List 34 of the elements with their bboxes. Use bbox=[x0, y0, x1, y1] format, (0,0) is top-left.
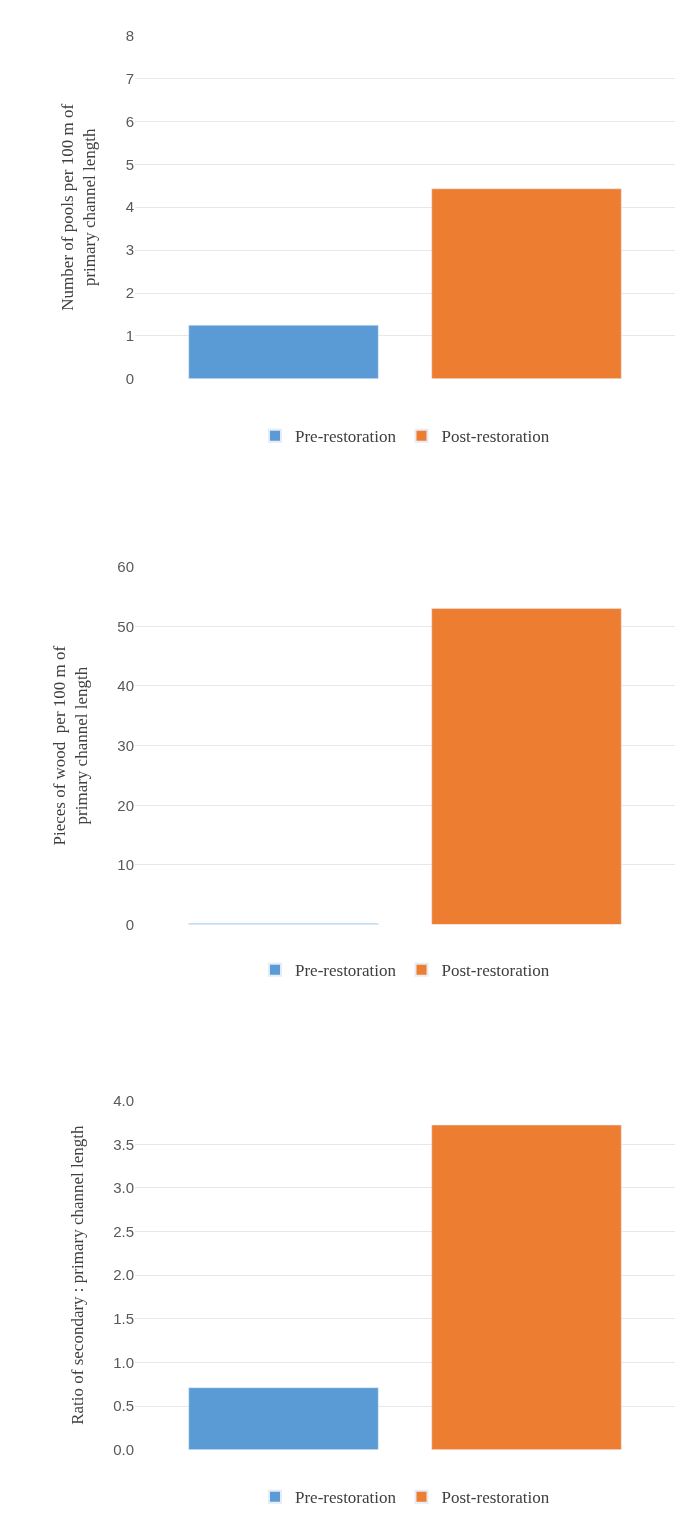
y-axis-title: Number of pools per 100 m of primary channel length bbox=[58, 103, 100, 311]
legend-label: Pre-restoration bbox=[295, 1488, 397, 1508]
y-tick-label: 6 bbox=[125, 112, 134, 130]
y-tick-label: 5 bbox=[125, 155, 134, 173]
y-tick-label: 2.0 bbox=[113, 1266, 134, 1284]
y-tick-label: 7 bbox=[125, 69, 134, 87]
y-tick-label: 0 bbox=[125, 915, 134, 933]
y-tick-label: 1.0 bbox=[113, 1353, 134, 1371]
y-tick-label: 2 bbox=[125, 284, 134, 302]
y-tick-label: 3.5 bbox=[113, 1135, 134, 1153]
legend-label: Post-restoration bbox=[441, 961, 550, 981]
y-tick-label: 0.0 bbox=[113, 1440, 134, 1458]
y-tick-label: 10 bbox=[117, 856, 134, 874]
legend-label: Pre-restoration bbox=[295, 961, 397, 981]
y-tick-label: 1.5 bbox=[113, 1310, 134, 1328]
legend-label: Pre-restoration bbox=[295, 427, 397, 447]
y-tick-label: 4.0 bbox=[113, 1091, 134, 1109]
y-tick-label: 0.5 bbox=[113, 1397, 134, 1415]
y-tick-label: 3.0 bbox=[113, 1179, 134, 1197]
y-tick-label: 1 bbox=[125, 327, 134, 345]
y-axis-title: Ratio of secondary : primary channel length bbox=[67, 1125, 87, 1425]
y-axis-title: Pieces of wood per 100 m of primary channel length bbox=[49, 645, 91, 846]
y-tick-label: 20 bbox=[117, 796, 134, 814]
y-tick-label: 40 bbox=[117, 677, 134, 695]
legend-label: Post-restoration bbox=[441, 1488, 550, 1508]
legend-label: Post-restoration bbox=[441, 427, 550, 447]
y-tick-label: 3 bbox=[125, 241, 134, 259]
y-tick-label: 30 bbox=[117, 736, 134, 754]
y-tick-label: 2.5 bbox=[113, 1222, 134, 1240]
y-tick-label: 0 bbox=[125, 370, 134, 388]
y-tick-label: 8 bbox=[125, 26, 134, 44]
y-tick-label: 50 bbox=[117, 617, 134, 635]
y-tick-label: 4 bbox=[125, 198, 134, 216]
y-tick-label: 60 bbox=[117, 557, 134, 575]
